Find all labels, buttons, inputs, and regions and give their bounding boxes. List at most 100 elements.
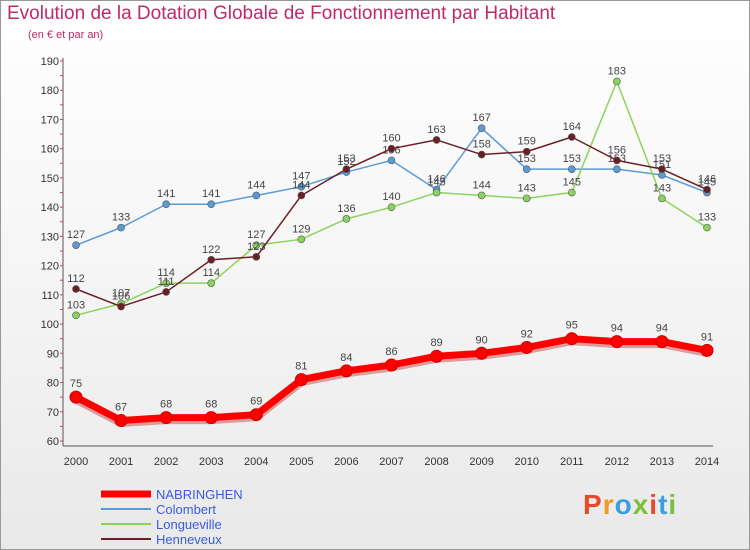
data-point-nabringhen xyxy=(69,390,83,404)
data-point-nabringhen xyxy=(655,335,669,349)
data-label-nabringhen: 94 xyxy=(611,323,623,335)
data-point-henneveux xyxy=(703,185,711,194)
data-point-longueville xyxy=(477,191,486,200)
data-point-nabringhen xyxy=(249,408,263,422)
y-tick-label: 190 xyxy=(41,56,59,68)
logo-letter: i xyxy=(649,489,659,520)
data-label-colombert: 167 xyxy=(472,112,490,124)
data-label-nabringhen: 84 xyxy=(340,352,352,364)
data-point-henneveux xyxy=(477,150,486,159)
data-label-colombert: 127 xyxy=(67,229,85,241)
data-label-nabringhen: 92 xyxy=(521,328,533,340)
data-point-henneveux xyxy=(297,191,306,200)
data-label-colombert: 153 xyxy=(518,153,536,165)
data-label-henneveux: 123 xyxy=(247,241,265,253)
data-label-longueville: 140 xyxy=(382,191,400,203)
data-point-nabringhen xyxy=(204,411,218,425)
y-tick-label: 60 xyxy=(47,436,59,448)
data-point-longueville xyxy=(703,223,711,232)
data-label-colombert: 144 xyxy=(247,179,265,191)
y-tick-label: 120 xyxy=(41,261,59,273)
data-point-nabringhen xyxy=(294,373,308,387)
x-tick-label: 2011 xyxy=(560,456,584,468)
data-label-colombert: 145 xyxy=(698,177,716,189)
data-label-longueville: 145 xyxy=(563,177,581,189)
data-point-longueville xyxy=(252,241,261,249)
logo-letter: t xyxy=(658,489,669,520)
data-label-longueville: 133 xyxy=(698,212,716,224)
x-tick-label: 2004 xyxy=(244,456,268,468)
data-point-colombert xyxy=(252,191,261,200)
data-label-henneveux: 122 xyxy=(202,244,220,256)
data-point-nabringhen xyxy=(385,358,398,372)
data-label-nabringhen: 90 xyxy=(476,334,488,346)
data-point-nabringhen xyxy=(475,346,489,360)
x-tick-label: 2010 xyxy=(514,456,538,468)
data-label-henneveux: 112 xyxy=(67,273,85,285)
data-point-henneveux xyxy=(387,144,396,153)
data-point-colombert xyxy=(613,165,621,173)
data-label-longueville: 103 xyxy=(67,299,85,311)
data-point-longueville xyxy=(207,279,216,287)
data-label-nabringhen: 89 xyxy=(430,337,442,349)
data-point-nabringhen xyxy=(339,364,353,378)
data-point-henneveux xyxy=(522,147,531,156)
data-label-nabringhen: 95 xyxy=(566,320,578,332)
logo-letter: r xyxy=(602,489,615,520)
data-point-nabringhen xyxy=(159,411,173,425)
data-label-colombert: 147 xyxy=(292,171,310,183)
x-tick-label: 2002 xyxy=(154,456,178,468)
data-label-henneveux: 153 xyxy=(337,153,355,165)
data-label-henneveux: 146 xyxy=(698,174,716,186)
data-point-henneveux xyxy=(207,255,216,264)
data-label-nabringhen: 75 xyxy=(70,378,82,390)
data-label-longueville: 127 xyxy=(247,229,265,241)
legend-label-nabringhen: NABRINGHEN xyxy=(156,487,243,502)
data-label-henneveux: 159 xyxy=(518,136,536,148)
x-tick-label: 2000 xyxy=(64,456,88,468)
y-tick-label: 100 xyxy=(41,319,59,331)
x-tick-label: 2009 xyxy=(469,456,493,468)
data-point-colombert xyxy=(117,223,125,232)
data-point-longueville xyxy=(658,194,666,203)
data-label-nabringhen: 67 xyxy=(115,402,127,414)
data-label-nabringhen: 69 xyxy=(250,396,262,408)
data-point-longueville xyxy=(567,188,576,197)
x-tick-label: 2006 xyxy=(334,456,358,468)
data-point-longueville xyxy=(342,215,351,223)
x-tick-label: 2003 xyxy=(199,456,223,468)
data-label-longueville: 114 xyxy=(202,267,220,279)
data-label-colombert: 146 xyxy=(427,174,445,186)
data-label-henneveux: 164 xyxy=(563,121,581,133)
data-point-henneveux xyxy=(117,302,125,311)
data-point-henneveux xyxy=(72,285,80,293)
data-point-longueville xyxy=(387,203,396,211)
logo-letter: P xyxy=(583,489,603,520)
data-label-henneveux: 163 xyxy=(427,124,445,136)
data-point-colombert xyxy=(567,165,576,173)
data-point-henneveux xyxy=(342,165,351,173)
y-tick-label: 110 xyxy=(41,290,59,302)
y-tick-label: 150 xyxy=(41,173,59,185)
data-point-colombert xyxy=(207,200,216,209)
data-point-henneveux xyxy=(432,136,441,144)
x-tick-label: 2008 xyxy=(424,456,448,468)
data-label-colombert: 141 xyxy=(202,188,220,200)
data-point-nabringhen xyxy=(430,349,444,363)
data-point-longueville xyxy=(162,279,170,287)
chart-title: Evolution de la Dotation Globale de Fonc… xyxy=(7,3,556,24)
y-tick-label: 90 xyxy=(47,348,59,360)
data-point-nabringhen xyxy=(565,332,579,346)
data-point-colombert xyxy=(297,182,306,191)
data-point-colombert xyxy=(387,156,396,165)
x-tick-label: 2007 xyxy=(379,456,403,468)
data-label-nabringhen: 91 xyxy=(701,331,713,343)
x-tick-label: 2012 xyxy=(605,456,629,468)
data-label-henneveux: 111 xyxy=(158,276,175,288)
data-point-nabringhen xyxy=(114,414,128,428)
logo-letter: o xyxy=(614,489,633,520)
data-point-nabringhen xyxy=(520,340,534,354)
x-tick-label: 2013 xyxy=(650,456,674,468)
data-label-longueville: 136 xyxy=(337,203,355,215)
